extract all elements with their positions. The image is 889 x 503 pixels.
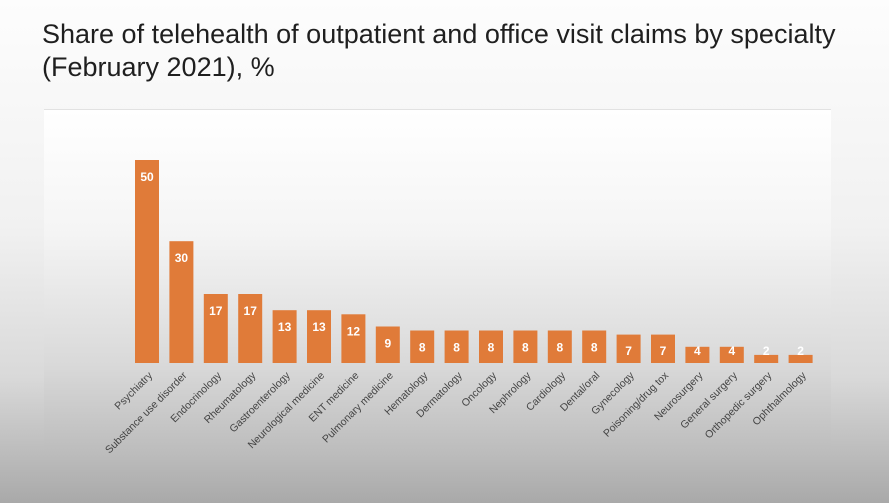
data-label-gastroenterology: 13 xyxy=(278,320,292,334)
bar-dental-oral xyxy=(582,330,607,363)
bar-hematology xyxy=(410,330,435,363)
data-label-neurosurgery: 4 xyxy=(694,344,701,358)
bar-pulmonary-medicine xyxy=(375,326,400,363)
chart-title: Share of telehealth of outpatient and of… xyxy=(42,19,836,82)
data-label-poisoning-drug-tox: 7 xyxy=(660,344,667,358)
bar-ent-medicine xyxy=(341,314,366,363)
data-label-cardiology: 8 xyxy=(556,341,563,355)
bar-endocrinology xyxy=(203,294,228,363)
data-label-neurological-medicine: 13 xyxy=(312,320,326,334)
data-label-endocrinology: 17 xyxy=(209,304,223,318)
bar-poisoning-drug-tox xyxy=(651,334,675,363)
bar-neurological-medicine xyxy=(307,310,331,363)
data-label-pulmonary-medicine: 9 xyxy=(384,337,391,351)
bar-gynecology xyxy=(616,334,641,363)
bar-substance-use-disorder xyxy=(169,241,194,363)
bar-orthopedic-surgery xyxy=(754,354,779,363)
data-label-dental-oral: 8 xyxy=(591,341,598,355)
bar-general-surgery xyxy=(719,346,744,363)
bar-gastroenterology xyxy=(272,310,297,363)
data-label-rheumatology: 17 xyxy=(244,304,258,318)
bar-neurosurgery xyxy=(685,346,710,363)
bar-ophthalmology xyxy=(788,354,813,363)
bar-nephrology xyxy=(513,330,538,363)
data-label-ophthalmology: 2 xyxy=(797,344,804,358)
data-label-gynecology: 7 xyxy=(625,344,632,358)
bar-cardiology xyxy=(547,330,572,363)
data-label-oncology: 8 xyxy=(488,341,495,355)
x-tick-label-gastroenterology: Gastroenterology xyxy=(227,369,293,435)
data-label-general-surgery: 4 xyxy=(728,344,735,358)
data-label-dermatology: 8 xyxy=(453,341,460,355)
data-label-nephrology: 8 xyxy=(522,341,529,355)
bar-dermatology xyxy=(444,330,469,363)
bar-oncology xyxy=(479,330,503,363)
data-label-ent-medicine: 12 xyxy=(347,324,361,338)
data-label-substance-use-disorder: 30 xyxy=(175,251,189,265)
data-label-psychiatry: 50 xyxy=(140,170,154,184)
bar-rheumatology xyxy=(238,294,263,363)
data-label-hematology: 8 xyxy=(419,341,426,355)
data-label-orthopedic-surgery: 2 xyxy=(763,344,770,358)
bar-psychiatry xyxy=(135,160,159,363)
